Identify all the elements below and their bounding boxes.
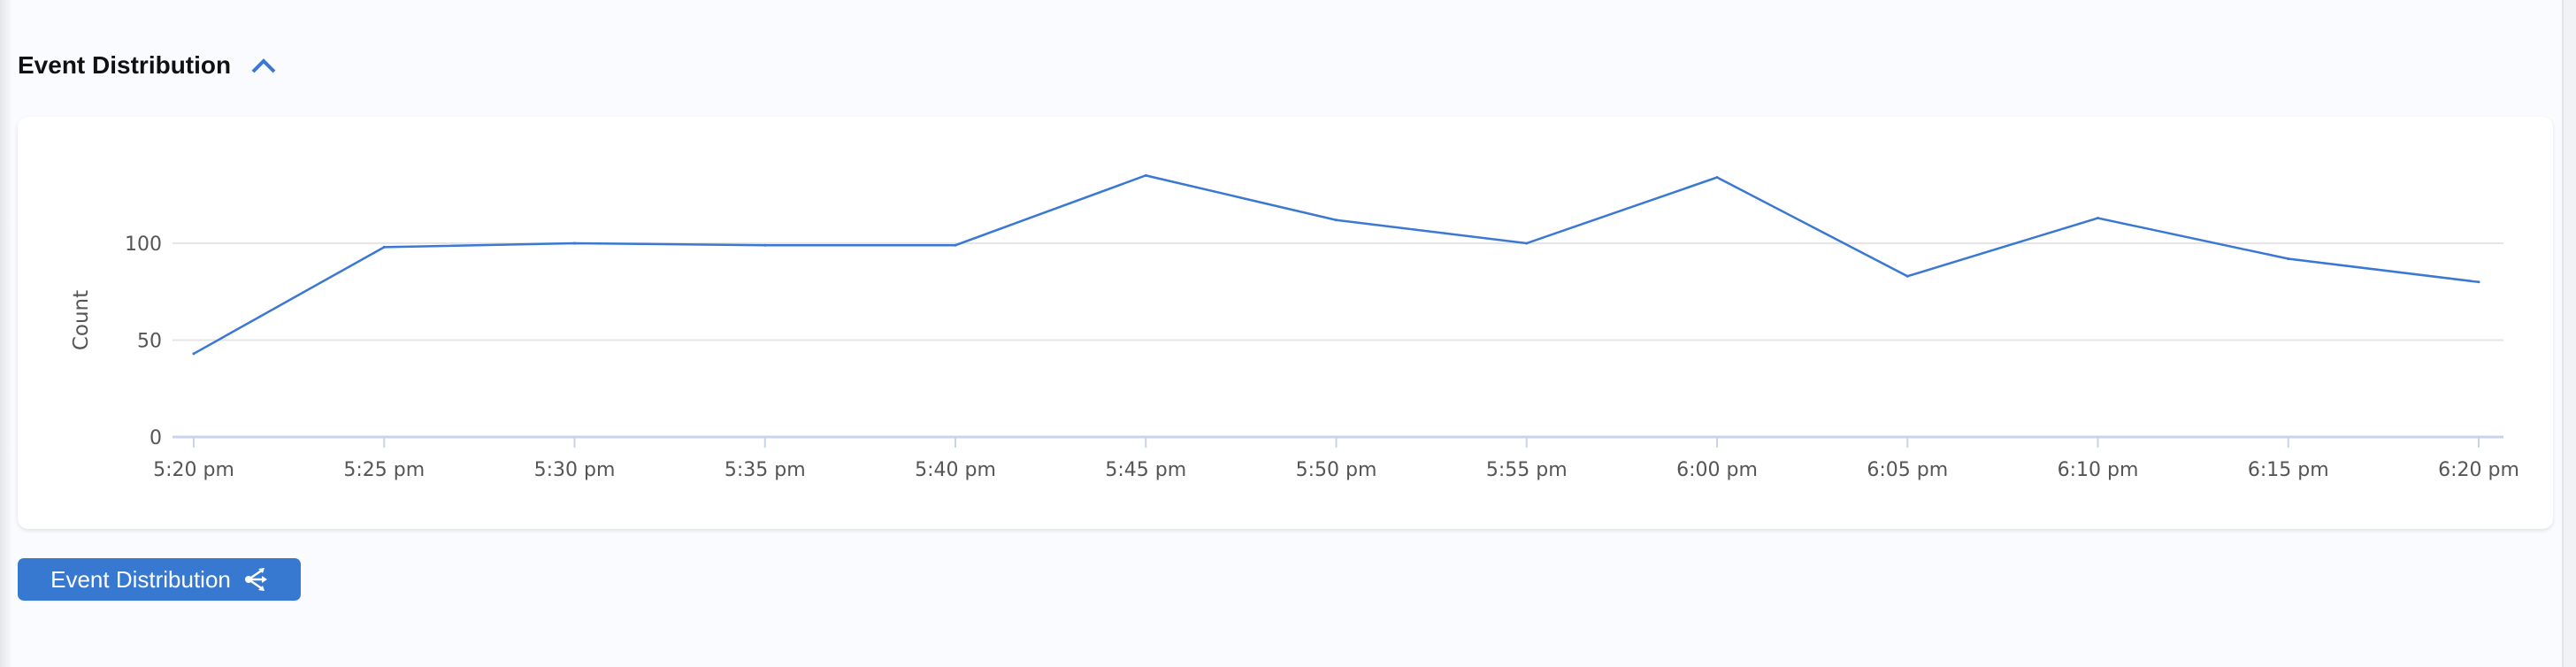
x-tick-label: 5:55 pm: [1486, 459, 1568, 481]
data-point: [1715, 176, 1719, 180]
share-branch-icon: [244, 568, 267, 591]
x-tick-label: 6:15 pm: [2248, 459, 2329, 481]
data-point: [763, 243, 767, 247]
x-tick-label: 5:30 pm: [534, 459, 616, 481]
y-tick-label: 100: [125, 234, 162, 256]
x-tick-label: 6:05 pm: [1867, 459, 1948, 481]
data-point: [954, 243, 957, 247]
x-tick-label: 5:50 pm: [1296, 459, 1377, 481]
x-tick-label: 5:40 pm: [915, 459, 996, 481]
data-point: [1905, 274, 1909, 278]
data-point: [1335, 218, 1338, 222]
button-label: Event Distribution: [50, 565, 231, 593]
chevron-up-icon[interactable]: [250, 57, 277, 74]
data-point: [1525, 242, 1529, 245]
scrollbar[interactable]: [2562, 0, 2576, 667]
x-tick-label: 6:00 pm: [1676, 459, 1758, 481]
data-point: [573, 242, 576, 245]
section-header: Event Distribution: [18, 51, 277, 80]
series-line: [193, 174, 2480, 355]
chart-card: 0 50 100 5:20 pm 5:25 pm 5:30 pm 5:35 pm 5:40 p…: [18, 117, 2553, 529]
x-tick-label: 6:10 pm: [2058, 459, 2139, 481]
y-axis-label: Count: [70, 290, 93, 350]
event-distribution-button[interactable]: Event Distribution: [18, 558, 301, 601]
event-distribution-chart: 0 50 100 5:20 pm 5:25 pm 5:30 pm 5:35 pm 5:40 p…: [70, 173, 2519, 481]
y-tick-label: 50: [137, 331, 162, 353]
data-point: [2097, 217, 2099, 220]
x-tick-label: 6:20 pm: [2438, 459, 2519, 481]
section-title: Event Distribution: [18, 51, 232, 79]
data-point: [1144, 173, 1147, 177]
left-edge-shadow: [0, 0, 12, 667]
x-tick-label: 5:25 pm: [343, 459, 425, 481]
data-point: [382, 245, 386, 249]
data-point: [2477, 280, 2480, 284]
data-point: [192, 352, 196, 356]
x-tick-label: 5:35 pm: [724, 459, 806, 481]
x-tick-label: 5:45 pm: [1105, 459, 1186, 481]
x-tick-label: 5:20 pm: [153, 459, 234, 481]
data-point: [2287, 257, 2290, 261]
y-tick-label: 0: [150, 427, 162, 449]
